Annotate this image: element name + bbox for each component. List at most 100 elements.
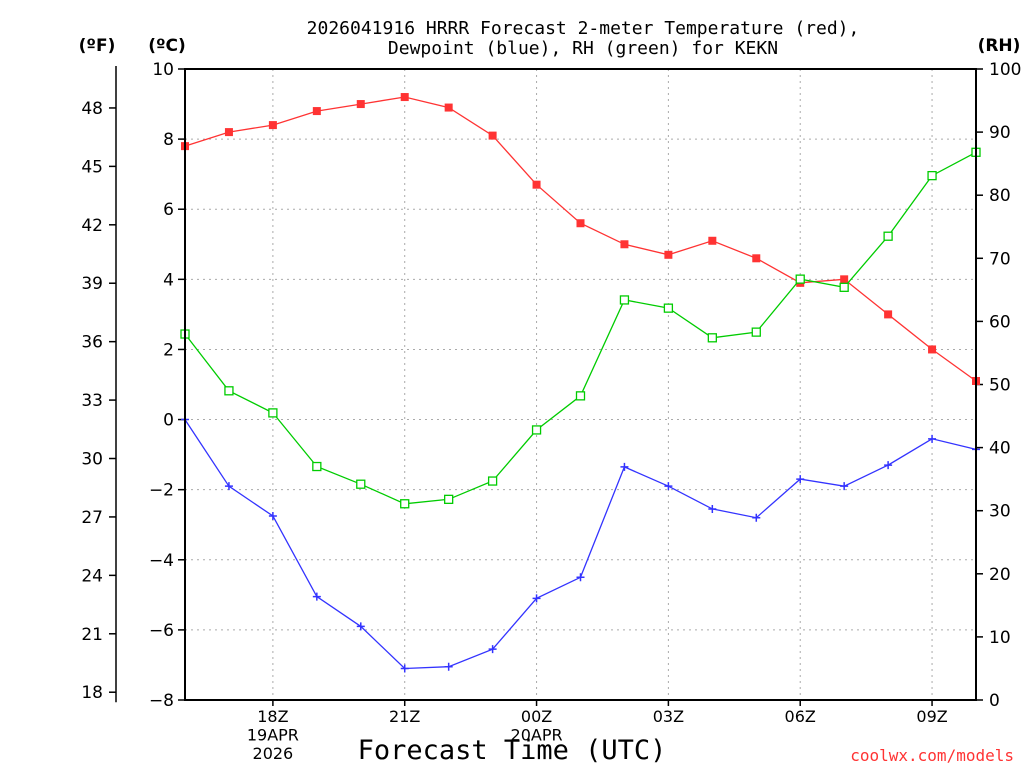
fahrenheit-tick-label: 18 (81, 683, 103, 703)
rh-point (927, 170, 937, 181)
temperature-point (224, 128, 233, 137)
temperature-point (268, 121, 277, 130)
dewpoint-point (532, 594, 541, 603)
rh-tick-label: 0 (989, 691, 1000, 711)
rh-point (883, 231, 893, 241)
fahrenheit-tick-label: 30 (81, 450, 103, 470)
celsius-tick-label: −4 (149, 551, 174, 571)
temperature-point (752, 254, 761, 263)
rh-tick-label: 90 (989, 123, 1011, 143)
rh-unit-label: (RH) (978, 36, 1021, 56)
temperature-point (400, 93, 409, 102)
fahrenheit-axis: 18 21 24 27 30 33 36 39 42 45 48 (81, 65, 117, 703)
dewpoint-point (664, 482, 673, 491)
fahrenheit-tick-label: 36 (81, 333, 103, 353)
chart-title-line-2: Dewpoint (blue), RH (green) for KEKN (388, 38, 778, 59)
dewpoint-point (884, 461, 893, 470)
celsius-tick-label: 10 (152, 60, 174, 80)
celsius-axis: −8 −6 −4 −2 0 2 4 6 8 10 (149, 60, 185, 711)
rh-point (619, 295, 630, 305)
rh-tick-label: 100 (989, 60, 1021, 80)
dewpoint-point (708, 504, 717, 513)
temperature-point (708, 236, 717, 245)
rh-point (839, 282, 849, 292)
temperature-point (620, 240, 629, 249)
rh-tick-label: 20 (989, 565, 1011, 585)
celsius-tick-label: 4 (163, 270, 174, 290)
time-tick-label: 19APR (247, 726, 299, 745)
fahrenheit-tick-label: 39 (81, 274, 103, 294)
credit-text: coolwx.com/models (850, 746, 1014, 765)
chart-title-line-1: 2026041916 HRRR Forecast 2-meter Tempera… (307, 18, 860, 39)
dewpoint-point (840, 482, 849, 491)
dewpoint-point (620, 462, 629, 471)
temperature-point (312, 107, 321, 116)
rh-point (487, 476, 498, 486)
celsius-unit-label: (ºC) (148, 36, 186, 56)
temperature-point (664, 250, 673, 259)
rh-point (707, 333, 717, 343)
fahrenheit-tick-label: 21 (81, 625, 103, 645)
x-axis-label: Forecast Time (UTC) (358, 735, 667, 766)
rh-point (663, 303, 674, 313)
rh-point (268, 408, 278, 418)
celsius-tick-label: −6 (149, 621, 174, 641)
celsius-tick-label: 2 (163, 340, 174, 360)
celsius-tick-label: −2 (149, 481, 174, 501)
fahrenheit-tick-label: 24 (81, 566, 103, 586)
rh-tick-label: 60 (989, 312, 1011, 332)
rh-point (312, 461, 322, 472)
time-tick-label: 09Z (916, 707, 947, 726)
rh-point (400, 499, 410, 509)
rh-point (795, 274, 805, 284)
dewpoint-point (224, 482, 233, 491)
time-tick-label: 00Z (521, 707, 552, 726)
rh-axis: 0 10 20 30 40 50 60 70 80 90 100 (976, 60, 1021, 711)
dewpoint-point (576, 573, 585, 582)
temperature-point (356, 100, 365, 109)
temperature-point (840, 275, 849, 284)
time-tick-label: 2026 (253, 744, 294, 763)
dewpoint-point (312, 592, 321, 601)
time-tick-label: 18Z (257, 707, 288, 726)
time-tick-label: 06Z (785, 707, 816, 726)
temperature-point (576, 219, 585, 228)
rh-point (224, 386, 234, 396)
fahrenheit-tick-label: 33 (81, 391, 103, 411)
rh-tick-label: 30 (989, 502, 1011, 522)
fahrenheit-tick-label: 48 (81, 99, 103, 119)
celsius-tick-label: 8 (163, 130, 174, 150)
rh-tick-label: 70 (989, 249, 1011, 269)
temperature-point (884, 310, 893, 319)
rh-point (575, 391, 586, 401)
rh-point (356, 479, 366, 489)
plot-frame (184, 68, 977, 701)
time-tick-label: 21Z (389, 707, 420, 726)
dewpoint-point (928, 434, 937, 443)
rh-tick-label: 40 (989, 439, 1011, 459)
rh-point (531, 425, 542, 435)
temperature-point (532, 180, 541, 189)
rh-point (444, 494, 454, 504)
rh-tick-label: 50 (989, 376, 1011, 396)
celsius-tick-label: −8 (149, 691, 174, 711)
temperature-point (928, 345, 937, 354)
fahrenheit-tick-label: 45 (81, 157, 103, 177)
celsius-tick-label: 6 (163, 200, 174, 220)
dewpoint-point (356, 622, 365, 631)
time-tick-label: 03Z (653, 707, 684, 726)
dewpoint-point (796, 475, 805, 484)
dewpoint-point (752, 513, 761, 522)
dewpoint-point (488, 645, 497, 654)
rh-tick-label: 80 (989, 186, 1011, 206)
temperature-point (444, 103, 453, 112)
dewpoint-point (400, 664, 409, 673)
fahrenheit-unit-label: (ºF) (79, 36, 116, 56)
dewpoint-point (268, 511, 277, 520)
dewpoint-point (444, 662, 453, 671)
rh-point (751, 327, 761, 337)
temperature-point (488, 131, 497, 140)
rh-tick-label: 10 (989, 628, 1011, 648)
